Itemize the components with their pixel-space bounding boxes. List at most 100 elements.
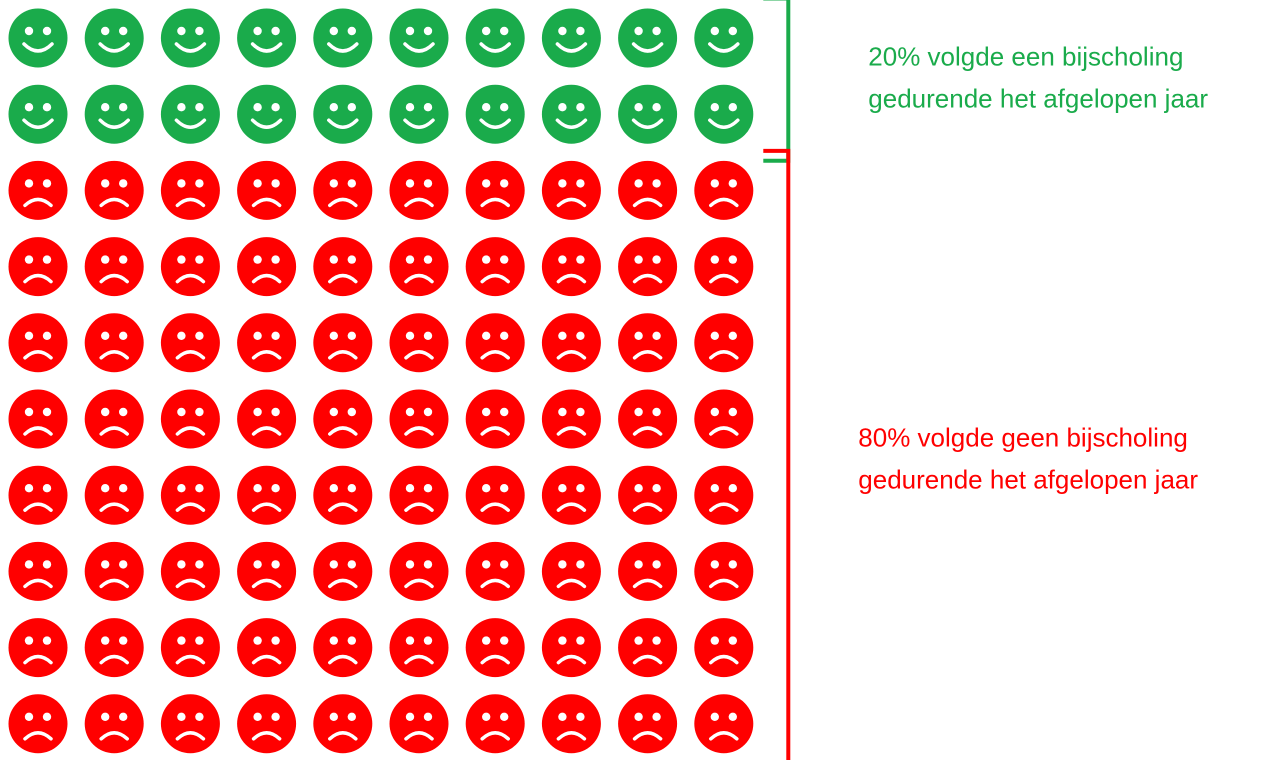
face bbox=[160, 313, 220, 373]
eye bbox=[500, 560, 509, 569]
eye bbox=[576, 636, 585, 645]
eye bbox=[42, 712, 52, 721]
eye bbox=[652, 26, 661, 36]
face bbox=[389, 237, 449, 297]
face bbox=[160, 8, 220, 68]
eye bbox=[405, 179, 415, 188]
icon bbox=[313, 618, 373, 678]
icon bbox=[84, 618, 144, 678]
eye bbox=[652, 484, 661, 493]
eye bbox=[710, 636, 719, 645]
icon bbox=[84, 237, 144, 297]
eye bbox=[195, 26, 204, 36]
eye bbox=[728, 331, 737, 340]
mouth bbox=[632, 273, 663, 284]
icon bbox=[541, 84, 601, 144]
eye bbox=[558, 331, 567, 340]
eye bbox=[558, 255, 567, 264]
eye bbox=[500, 407, 509, 417]
eye bbox=[652, 255, 661, 264]
eye bbox=[253, 636, 262, 645]
eye bbox=[24, 103, 34, 112]
face bbox=[465, 8, 525, 68]
face bbox=[694, 541, 754, 601]
eye bbox=[42, 255, 52, 264]
mouth bbox=[99, 578, 129, 589]
eye bbox=[652, 331, 661, 340]
eye bbox=[329, 331, 338, 340]
face bbox=[237, 541, 297, 601]
icon bbox=[237, 160, 297, 220]
eye bbox=[101, 560, 110, 569]
mouth bbox=[328, 731, 358, 741]
mouth bbox=[175, 654, 206, 665]
icon bbox=[541, 465, 601, 525]
mouth bbox=[480, 350, 510, 360]
icon bbox=[618, 160, 678, 220]
icon bbox=[618, 618, 678, 678]
face bbox=[389, 389, 449, 449]
face bbox=[160, 84, 220, 144]
icon bbox=[618, 389, 678, 449]
eye bbox=[271, 179, 280, 188]
face bbox=[84, 313, 144, 373]
eye bbox=[405, 560, 415, 569]
eye bbox=[195, 484, 204, 493]
mouth bbox=[404, 731, 434, 741]
label: gedurende het afgelopen jaar bbox=[868, 83, 1208, 113]
eye bbox=[728, 179, 737, 188]
mouth bbox=[631, 118, 664, 129]
eye bbox=[195, 407, 204, 417]
face bbox=[84, 465, 144, 525]
eye bbox=[558, 26, 567, 36]
mouth bbox=[175, 502, 206, 512]
eye bbox=[634, 103, 643, 112]
mouth bbox=[99, 654, 129, 665]
eye bbox=[405, 26, 415, 36]
icon bbox=[694, 8, 754, 68]
face bbox=[8, 694, 68, 754]
eye bbox=[177, 560, 186, 569]
mouth bbox=[709, 502, 739, 512]
eye bbox=[119, 560, 128, 569]
mouth bbox=[404, 502, 434, 512]
icon bbox=[389, 465, 449, 525]
bracket bbox=[763, 0, 791, 163]
eye bbox=[500, 484, 509, 493]
icon bbox=[8, 84, 68, 144]
mouth bbox=[556, 502, 587, 512]
face bbox=[694, 8, 754, 68]
icon bbox=[618, 237, 678, 297]
icon bbox=[237, 313, 297, 373]
eye bbox=[728, 26, 737, 36]
icon bbox=[389, 8, 449, 68]
eye bbox=[24, 636, 34, 645]
eye bbox=[271, 255, 280, 264]
mouth bbox=[99, 350, 129, 360]
mouth bbox=[556, 578, 587, 589]
eye bbox=[101, 484, 110, 493]
face bbox=[313, 160, 373, 220]
face bbox=[84, 84, 144, 144]
mouth bbox=[174, 118, 207, 129]
mouth bbox=[251, 654, 282, 665]
icon bbox=[160, 313, 220, 373]
eye bbox=[195, 179, 204, 188]
mouth bbox=[23, 502, 53, 512]
label: gedurende het afgelopen jaar bbox=[858, 464, 1198, 494]
face bbox=[237, 84, 297, 144]
face bbox=[541, 389, 601, 449]
face bbox=[84, 694, 144, 754]
mouth bbox=[99, 731, 129, 741]
icon bbox=[84, 160, 144, 220]
face bbox=[160, 160, 220, 220]
eye bbox=[652, 179, 661, 188]
icon bbox=[313, 541, 373, 601]
face bbox=[465, 84, 525, 144]
face bbox=[389, 465, 449, 525]
mouth bbox=[175, 578, 206, 589]
eye bbox=[405, 255, 415, 264]
face bbox=[389, 694, 449, 754]
icon bbox=[313, 465, 373, 525]
eye bbox=[119, 26, 128, 36]
